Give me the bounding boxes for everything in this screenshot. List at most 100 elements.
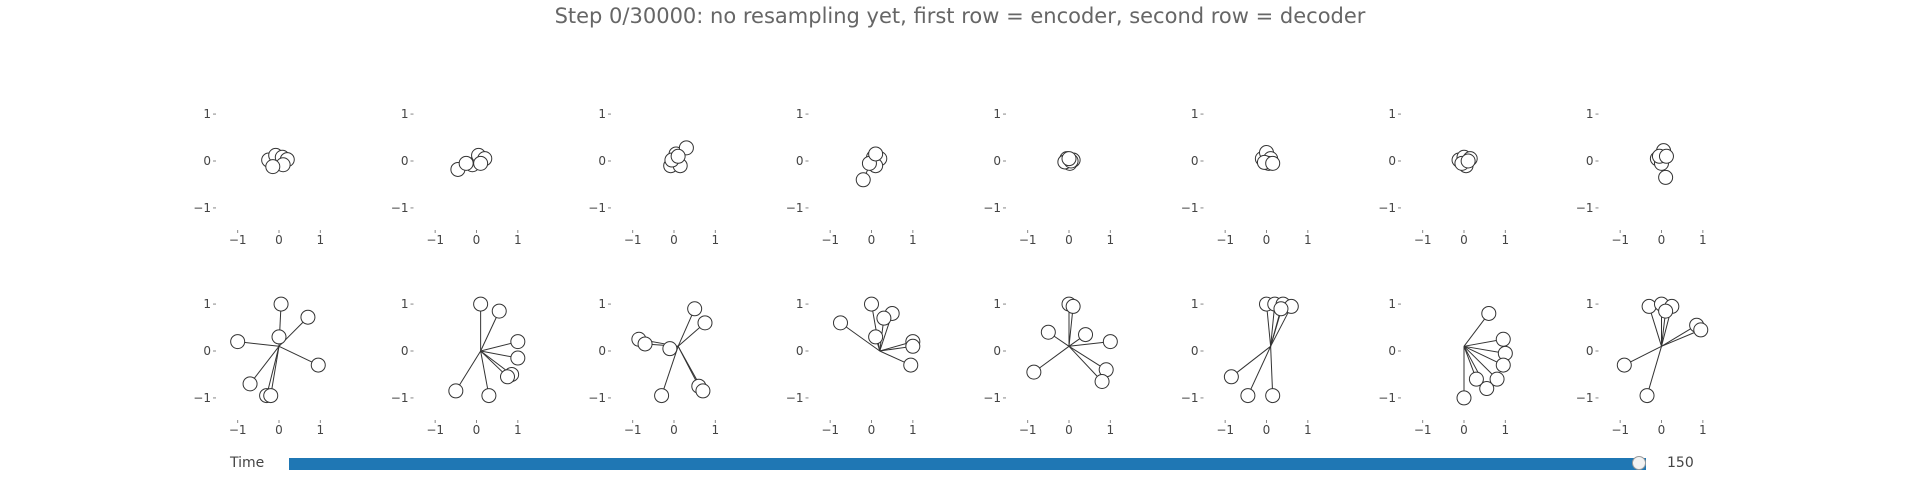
x-tick-label: 1 bbox=[712, 423, 720, 437]
vector-point bbox=[1658, 148, 1674, 164]
y-tick-label: −1 bbox=[1378, 391, 1396, 405]
y-tick-label: 1 bbox=[598, 107, 606, 121]
x-tick-label: −1 bbox=[229, 423, 247, 437]
y-tick-label: −1 bbox=[588, 391, 606, 405]
time-slider[interactable]: Time 150 bbox=[0, 450, 1920, 480]
y-tick-label: −1 bbox=[786, 391, 804, 405]
vector-point bbox=[868, 329, 884, 345]
vector-point bbox=[1616, 357, 1632, 373]
x-tick-label: −1 bbox=[229, 233, 247, 247]
vector-point bbox=[833, 315, 848, 331]
vector-point bbox=[1495, 357, 1511, 373]
vector-point bbox=[1223, 369, 1239, 385]
x-tick-label: −1 bbox=[624, 423, 642, 437]
vector-point bbox=[263, 388, 279, 404]
x-tick-label: 0 bbox=[1460, 233, 1468, 247]
y-tick-label: −1 bbox=[983, 201, 1001, 215]
x-tick-label: 0 bbox=[868, 233, 876, 247]
vector-point bbox=[473, 296, 489, 312]
y-tick-label: 0 bbox=[796, 154, 804, 168]
y-tick-label: 0 bbox=[203, 344, 211, 358]
y-tick-label: 1 bbox=[1388, 107, 1396, 121]
y-tick-label: 1 bbox=[598, 297, 606, 311]
vector-point bbox=[1094, 374, 1110, 389]
vector-point bbox=[1693, 322, 1709, 338]
vector-line bbox=[661, 346, 679, 396]
vector-point bbox=[1481, 305, 1497, 321]
vector-point bbox=[1265, 155, 1281, 171]
vector-point bbox=[271, 329, 287, 345]
x-tick-label: −1 bbox=[624, 233, 642, 247]
y-tick-label: 1 bbox=[1191, 107, 1199, 121]
chart-title: Step 0/30000: no resampling yet, first r… bbox=[554, 4, 1366, 28]
x-tick-label: 1 bbox=[317, 233, 325, 247]
x-tick-label: 1 bbox=[909, 423, 917, 437]
vector-point bbox=[310, 357, 326, 373]
vector-point bbox=[903, 357, 919, 373]
y-tick-label: −1 bbox=[1181, 201, 1199, 215]
vector-point bbox=[491, 303, 507, 319]
vector-point bbox=[481, 388, 497, 404]
x-tick-label: −1 bbox=[1019, 233, 1037, 247]
x-tick-label: 0 bbox=[1263, 233, 1271, 247]
vector-point bbox=[1468, 371, 1484, 387]
vector-point bbox=[1065, 298, 1081, 314]
x-tick-label: 0 bbox=[1065, 233, 1073, 247]
vector-point bbox=[230, 334, 246, 350]
vector-point bbox=[500, 369, 515, 385]
slider-track[interactable] bbox=[289, 458, 1646, 470]
x-tick-label: −1 bbox=[821, 423, 839, 437]
x-tick-label: 1 bbox=[1699, 423, 1707, 437]
vector-point bbox=[1456, 390, 1472, 406]
x-tick-label: 1 bbox=[1502, 233, 1510, 247]
y-tick-label: 0 bbox=[993, 344, 1001, 358]
y-tick-label: −1 bbox=[1576, 391, 1594, 405]
y-tick-label: 0 bbox=[1388, 344, 1396, 358]
vector-point bbox=[654, 388, 670, 404]
vector-line bbox=[455, 350, 482, 392]
x-tick-label: 1 bbox=[1304, 423, 1312, 437]
y-tick-label: 0 bbox=[1586, 154, 1594, 168]
y-tick-label: −1 bbox=[193, 391, 211, 405]
y-tick-label: 0 bbox=[1586, 344, 1594, 358]
y-tick-label: −1 bbox=[983, 391, 1001, 405]
vector-point bbox=[1658, 303, 1674, 319]
x-tick-label: 0 bbox=[1460, 423, 1468, 437]
x-tick-label: 1 bbox=[1502, 423, 1510, 437]
vector-point bbox=[1040, 324, 1056, 340]
vector-point bbox=[510, 334, 526, 350]
vector-line bbox=[270, 346, 280, 396]
y-tick-label: 1 bbox=[796, 297, 804, 311]
vector-point bbox=[1479, 381, 1495, 397]
y-tick-label: 0 bbox=[1191, 344, 1199, 358]
y-tick-label: 0 bbox=[796, 344, 804, 358]
plot-area: 1 0 −1 −1 0 1 1 0 −1 −1 0 1 1 0 −1 −1 0 1 1 0 −1 −1 0 1 1 0 −1 −1 0 1… bbox=[193, 107, 1709, 437]
x-tick-label: −1 bbox=[1414, 233, 1432, 247]
vector-point bbox=[695, 383, 711, 399]
vector-point bbox=[1495, 331, 1511, 347]
vector-point bbox=[868, 146, 884, 162]
x-tick-label: 1 bbox=[317, 423, 325, 437]
x-tick-label: −1 bbox=[426, 423, 444, 437]
vector-point bbox=[1489, 371, 1505, 387]
y-tick-label: −1 bbox=[1576, 201, 1594, 215]
x-tick-label: 1 bbox=[1304, 233, 1312, 247]
vector-point bbox=[473, 155, 489, 171]
y-tick-label: 1 bbox=[796, 107, 804, 121]
vector-point bbox=[1460, 153, 1476, 169]
vector-line bbox=[1646, 346, 1662, 396]
vector-point bbox=[1265, 388, 1281, 404]
x-tick-label: 0 bbox=[473, 233, 481, 247]
y-tick-label: −1 bbox=[1181, 391, 1199, 405]
vector-point bbox=[1078, 327, 1094, 343]
vector-line bbox=[1231, 345, 1271, 378]
vector-point bbox=[662, 341, 678, 357]
vector-point bbox=[1102, 334, 1118, 350]
vector-point bbox=[864, 296, 879, 312]
vector-point bbox=[637, 336, 653, 352]
y-tick-label: 0 bbox=[401, 344, 409, 358]
slider-handle[interactable] bbox=[1632, 456, 1646, 470]
y-tick-label: 0 bbox=[598, 154, 606, 168]
y-tick-label: 1 bbox=[1586, 107, 1594, 121]
y-tick-label: 1 bbox=[401, 107, 409, 121]
